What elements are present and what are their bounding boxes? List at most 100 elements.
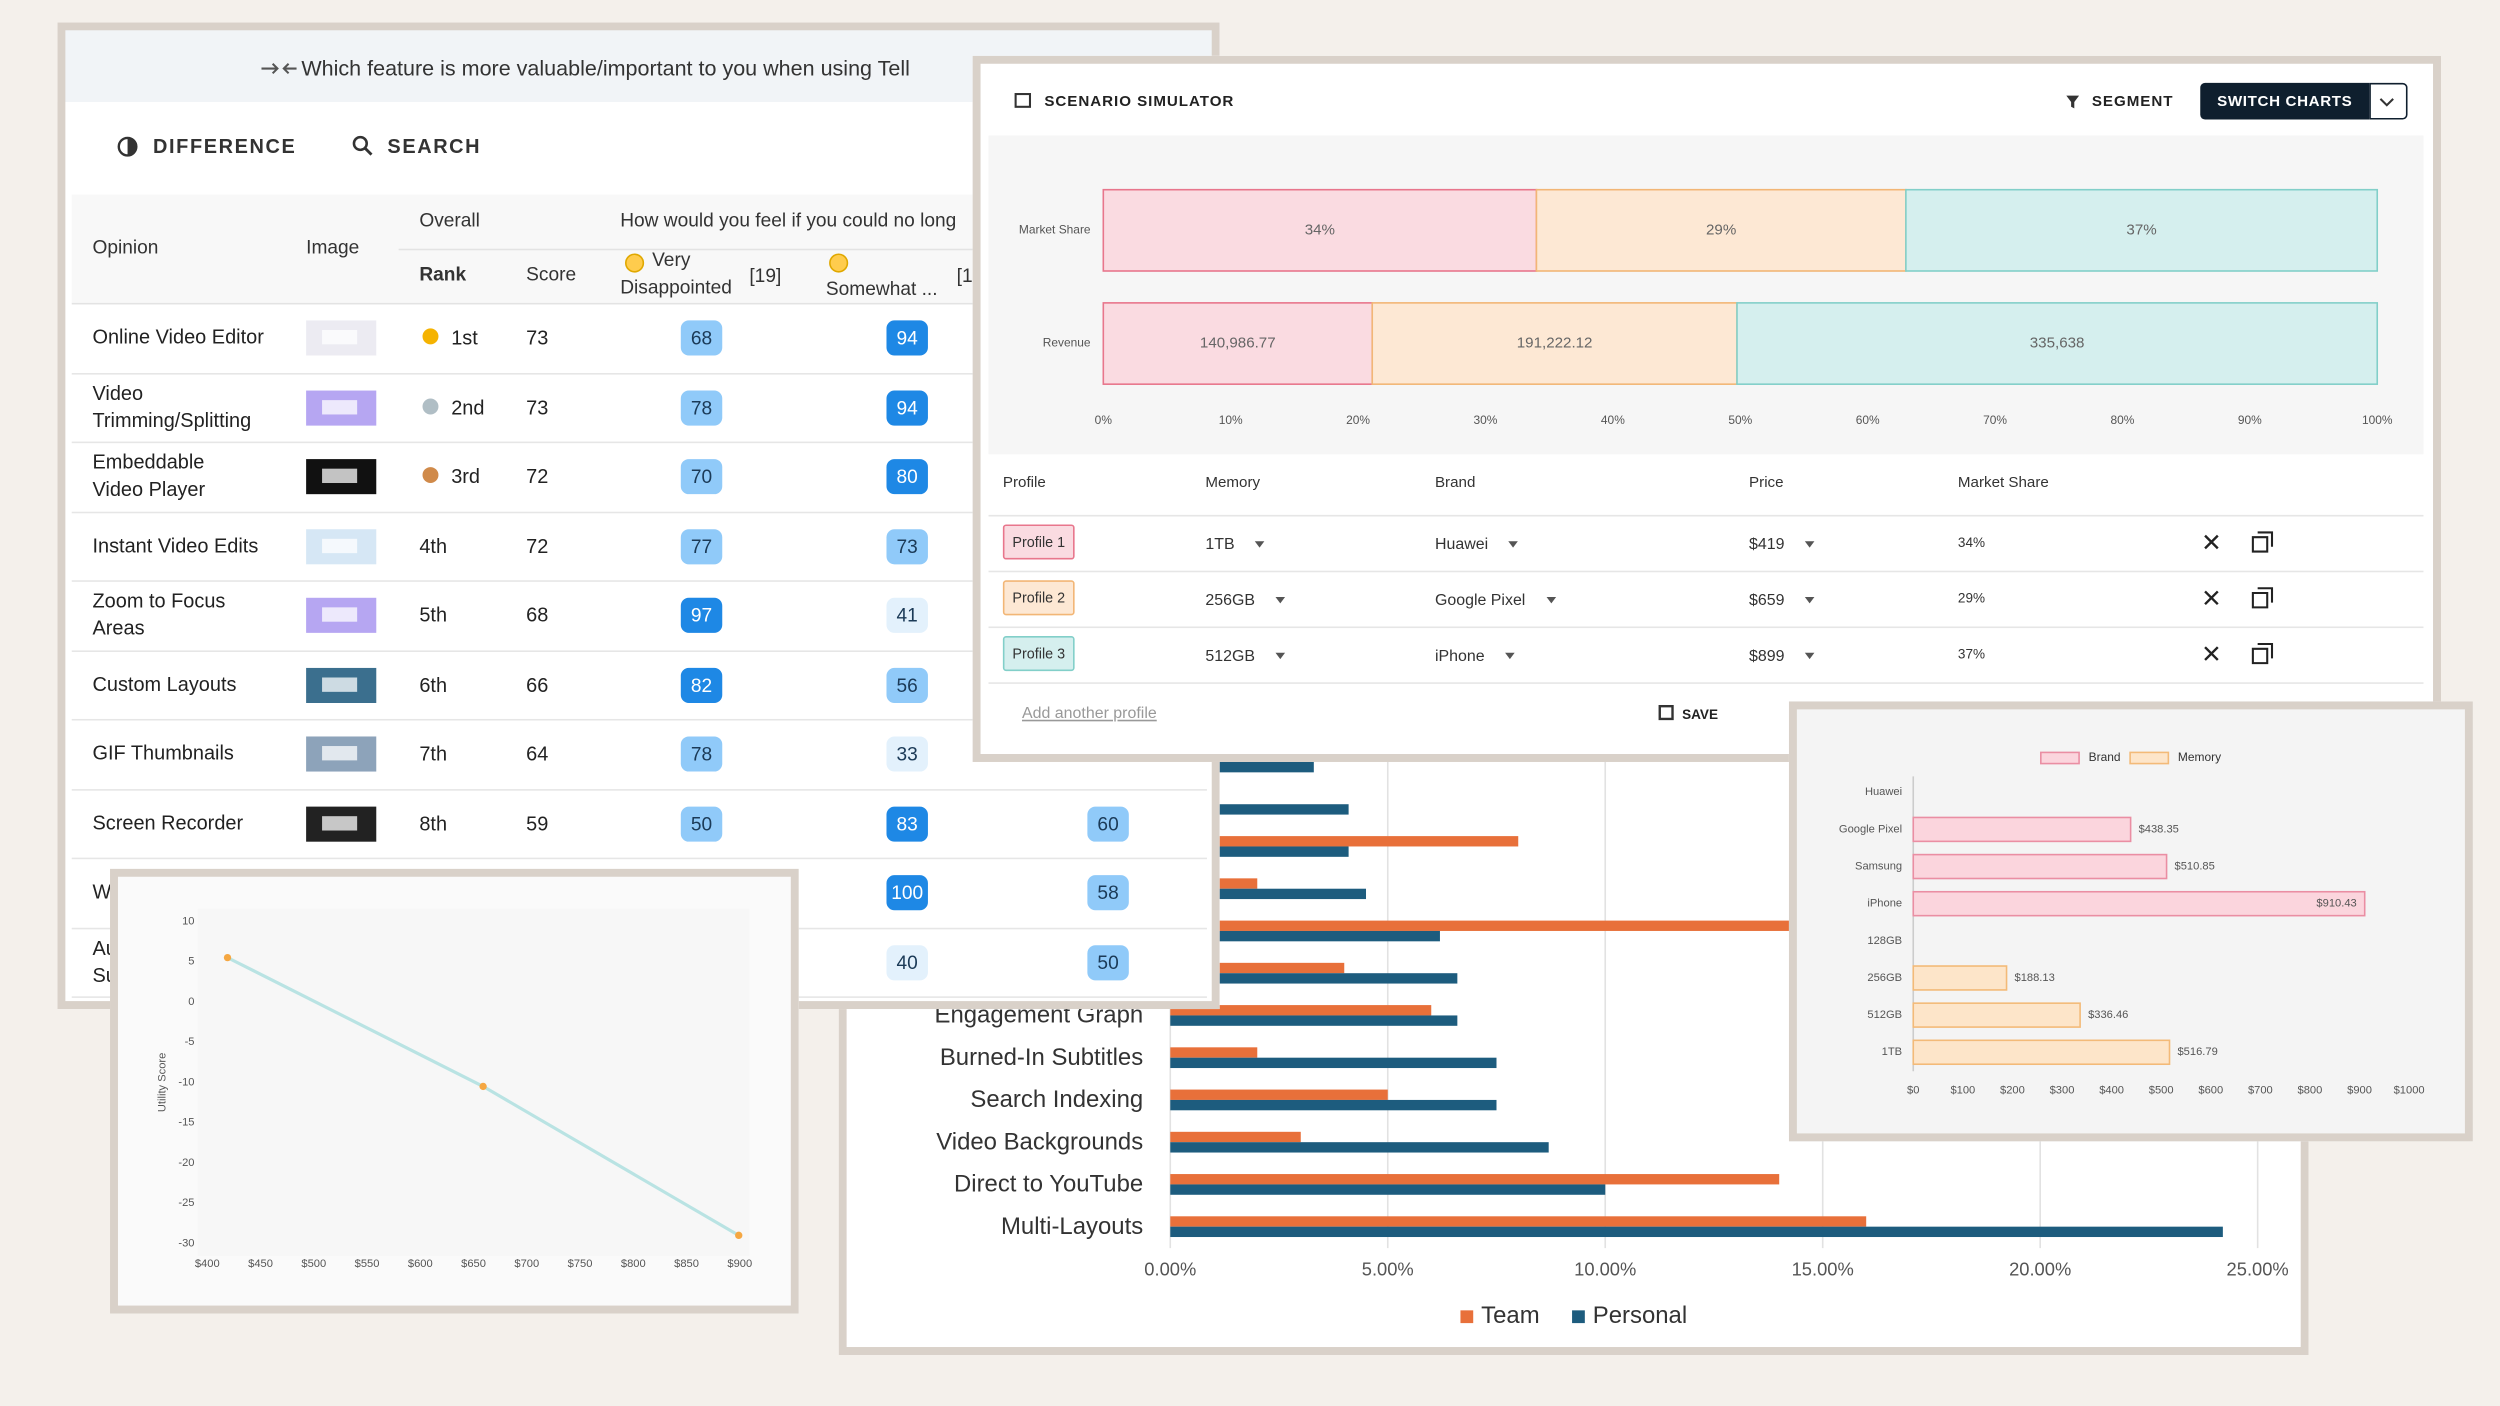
point: [479, 1082, 487, 1091]
row-divider: [988, 626, 2424, 629]
column-header: Profile: [1002, 474, 1046, 492]
value-label: 37%: [2126, 221, 2156, 238]
bar: [1170, 846, 1349, 857]
x-tick-label: 0.00%: [1144, 1258, 1196, 1279]
duplicate-button[interactable]: [2251, 531, 2274, 553]
value-label: $910.43: [2316, 898, 2356, 910]
row-divider: [71, 649, 1207, 652]
x-tick-label: $500: [2149, 1084, 2174, 1096]
score: 66: [526, 673, 549, 696]
small-chart-panel: $0 $100 $200 $300 $400 $500 $600 $700 $800 $900 $1…: [1788, 701, 2473, 1142]
x-tick-label: 30%: [1474, 413, 1498, 427]
value-label: 29%: [1706, 221, 1736, 238]
dropdown[interactable]: $419: [1749, 536, 1815, 554]
duplicate-button[interactable]: [2251, 642, 2274, 665]
opinion: Online Video Editor: [92, 325, 264, 349]
category-label: Google Pixel: [1839, 823, 1902, 835]
remove-button[interactable]: [2204, 534, 2219, 550]
point: [223, 953, 232, 962]
segment-button[interactable]: SEGMENT: [2091, 93, 2174, 111]
header: Overall: [419, 208, 480, 232]
opinion: W: [92, 880, 112, 904]
category-label: Revenue: [1043, 336, 1091, 350]
x-tick-label: 20%: [1346, 413, 1370, 427]
add-profile-link[interactable]: Add another profile: [1022, 705, 1157, 723]
bar: [1170, 962, 1345, 974]
rank: 1st: [451, 326, 478, 350]
remove-button[interactable]: [2204, 646, 2219, 661]
question: Which feature is more valuable/important…: [301, 56, 910, 81]
x-tick-label: 90%: [2238, 413, 2262, 427]
score: 59: [526, 812, 549, 835]
dropdown[interactable]: 1TB: [1205, 536, 1265, 554]
difference-button[interactable]: DIFFERENCE: [153, 135, 297, 158]
duplicate-button[interactable]: [2251, 587, 2274, 609]
rank: 3rd: [451, 465, 481, 488]
category-label: iPhone: [1867, 898, 1902, 910]
bar: [1170, 1142, 1549, 1153]
dropdown[interactable]: Google Pixel: [1435, 592, 1556, 610]
survey-icons: [117, 63, 373, 157]
compare-icon: [261, 63, 297, 75]
x-tick-label: 5.00%: [1362, 1258, 1414, 1279]
dropdown[interactable]: $899: [1749, 648, 1815, 666]
medal-icon: [422, 467, 439, 484]
bar: [1912, 816, 2132, 843]
value-label: 191,222.12: [1517, 335, 1593, 352]
bar: [1170, 1057, 1497, 1069]
legend-swatch: [2040, 751, 2080, 765]
bar: [1170, 836, 1519, 847]
score-pill: 100: [886, 875, 928, 911]
row-divider: [71, 788, 1207, 790]
category-label: 128GB: [1867, 935, 1902, 947]
x-tick-label: 60%: [1856, 413, 1880, 427]
legend-swatch: [1460, 1310, 1474, 1324]
dropdown[interactable]: 256GB: [1205, 592, 1285, 610]
thumbnail: [306, 667, 377, 703]
header-divider: [71, 302, 1207, 305]
dropdown[interactable]: 512GB: [1205, 648, 1285, 666]
row-divider: [71, 718, 1207, 721]
dropdown[interactable]: Huawei: [1435, 536, 1518, 554]
bar: [1912, 1039, 2171, 1066]
header: Opinion: [92, 235, 159, 259]
switch-charts-button[interactable]: SWITCH CHARTS: [2217, 93, 2353, 111]
opinion: Video Trimming/Splitting: [92, 381, 252, 432]
score-pill: 50: [680, 805, 723, 841]
emoji-icon: [829, 253, 849, 273]
y-tick-label: -30: [178, 1237, 194, 1249]
dropdown[interactable]: iPhone: [1435, 648, 1515, 666]
switch-dropdown[interactable]: [2369, 82, 2408, 120]
bar-segment: [1102, 188, 1538, 272]
save-button[interactable]: SAVE: [1682, 706, 1719, 723]
opinion: GIF Thumbnails: [92, 742, 234, 765]
bar: [1912, 965, 2008, 991]
bar: [1170, 804, 1349, 815]
score: 73: [526, 396, 549, 419]
dropdown[interactable]: $659: [1749, 592, 1815, 610]
remove-button[interactable]: [2204, 590, 2219, 606]
bar: [1170, 1089, 1388, 1100]
bar-segment: [1535, 188, 1907, 272]
header: Very Disappointed: [620, 248, 732, 299]
rank: 6th: [419, 673, 448, 696]
header: Score: [526, 263, 577, 286]
switch-button-bg[interactable]: [2200, 82, 2370, 120]
legend-label: Team: [1481, 1302, 1539, 1329]
x-tick-label: $900: [2347, 1084, 2372, 1096]
thumbnail: [306, 528, 377, 564]
row-divider: [71, 510, 1207, 513]
bar: [1170, 888, 1367, 900]
x-tick-label: 10%: [1219, 413, 1243, 427]
y-tick-label: -15: [178, 1117, 194, 1129]
category-label: Video Backgrounds: [936, 1128, 1143, 1155]
bar: [1912, 890, 2366, 917]
thumbnail-detail: [322, 746, 358, 761]
profile-badge: Profile 3: [1002, 636, 1075, 672]
x-tick-label: $700: [2248, 1084, 2273, 1096]
y-axis-title: Utility Score: [157, 1053, 169, 1112]
search-button[interactable]: SEARCH: [387, 135, 482, 158]
category-label: Samsung: [1855, 861, 1902, 873]
header: Somewhat ...: [825, 277, 938, 300]
